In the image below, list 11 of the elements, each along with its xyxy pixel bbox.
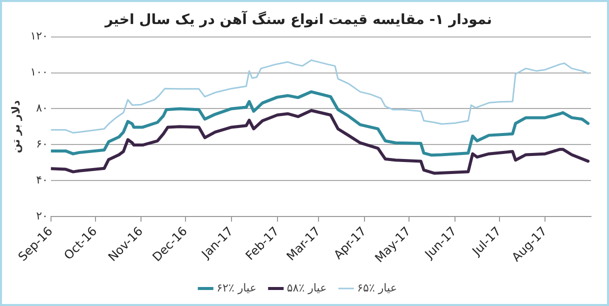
- legend-label: عیار ٪۶۵: [357, 281, 397, 294]
- chart-title: نمودار ۱- مقایسه قیمت انواع سنگ آهن در یک سال اخیر: [104, 10, 492, 28]
- y-axis-title: دلار بر تن: [9, 100, 22, 154]
- y-tick-label: ۱۰۰: [30, 66, 48, 79]
- y-tick-label: ۴۰: [36, 173, 48, 186]
- y-tick-label: ۸۰: [36, 102, 48, 115]
- y-tick-label: ۱۲۰: [30, 30, 48, 43]
- y-tick-label: ۲۰: [36, 209, 48, 222]
- legend-label: عیار ٪۵۸: [286, 281, 327, 294]
- legend-label: عیار ٪۶۲: [216, 281, 256, 294]
- y-tick-label: ۶۰: [36, 138, 48, 151]
